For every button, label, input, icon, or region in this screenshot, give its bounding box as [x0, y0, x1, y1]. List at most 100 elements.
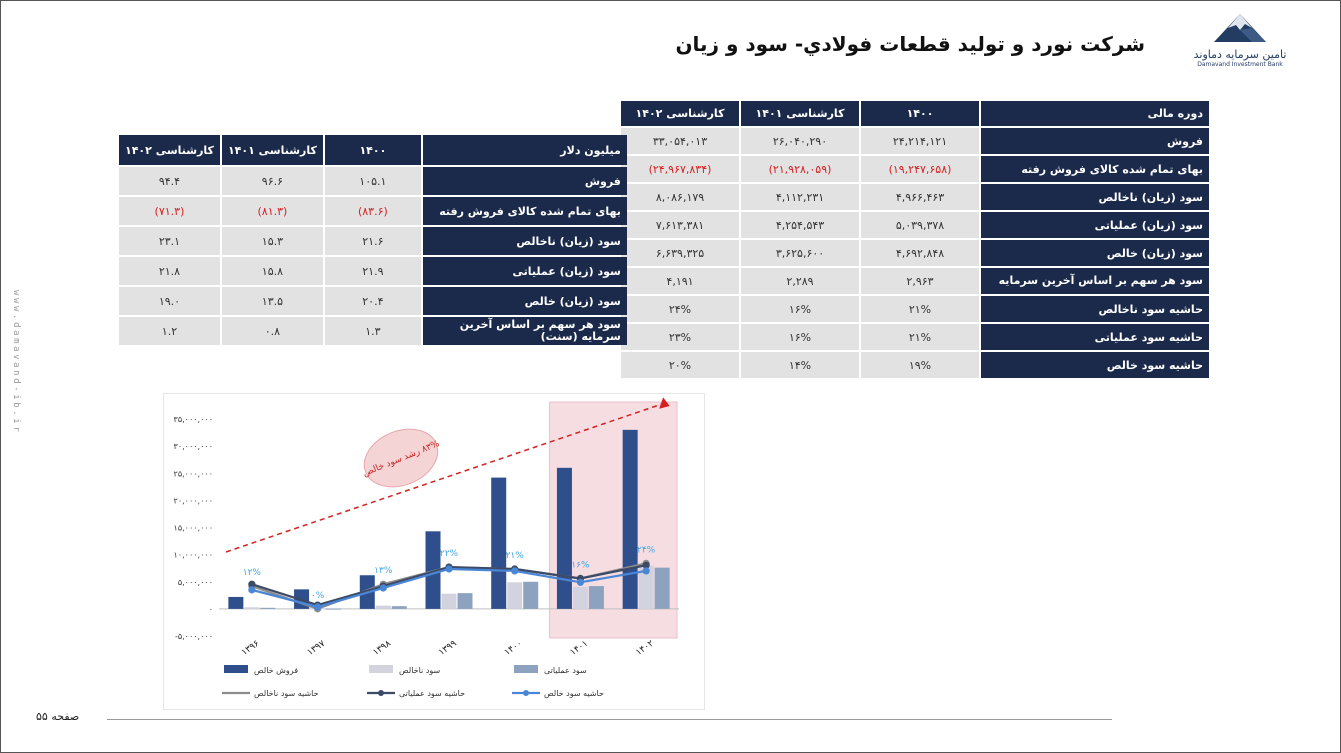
bar-1-2	[375, 605, 391, 609]
table-cell: ۱۹%	[861, 352, 979, 378]
table-cell: ۲۱%	[861, 324, 979, 350]
table-cell: ۱.۳	[324, 317, 421, 345]
table-cell: (۸۱.۳)	[221, 197, 323, 225]
x-tick-label: ۱۴۰۰	[503, 639, 525, 658]
table-header-label: دوره مالی	[981, 101, 1209, 126]
table-cell: ۲۱.۸	[119, 257, 220, 285]
table-row: بهای تمام شده کالای فروش رفته (۱۹,۲۴۷,۶۵۸…	[621, 156, 1209, 182]
table-cell: ۲۳%	[621, 324, 739, 350]
table-cell: ۴,۱۹۱	[621, 268, 739, 294]
x-tick-label: ۱۴۰۱	[568, 639, 590, 658]
table-cell: ۱۶%	[741, 324, 859, 350]
mountain-logo-icon	[1214, 14, 1266, 42]
table-cell: ۶,۶۳۹,۳۲۵	[621, 240, 739, 266]
row-label: فروش	[422, 167, 627, 195]
bar-2-6	[654, 567, 670, 609]
legend-label-4: حاشیه سود عملیاتی	[399, 689, 465, 698]
side-url: www.damavand-ib.ir	[11, 290, 21, 435]
table-cell: ۸,۰۸۶,۱۷۹	[621, 184, 739, 210]
table-cell: ۲۴%	[621, 296, 739, 322]
row-label: سود هر سهم بر اساس آخرین سرمایه	[981, 268, 1209, 294]
y-tick-label: ۲۰,۰۰۰,۰۰۰	[174, 496, 213, 505]
legend-label-0: فروش خالص	[254, 666, 298, 675]
y-tick-label: ۱۰,۰۰۰,۰۰۰	[174, 551, 213, 560]
table-cell: ۲۰%	[621, 352, 739, 378]
row-label: سود (زیان) خالص	[981, 240, 1209, 266]
margin-point-2-3	[445, 565, 453, 573]
legend-label-2: سود عملیاتی	[544, 666, 587, 675]
margin-label: ۲۲%	[440, 549, 459, 559]
table-cell: ۴,۶۹۲,۸۴۸	[861, 240, 979, 266]
table-cell: ۱۵.۳	[221, 227, 323, 255]
row-label: بهای تمام شده کالای فروش رفته	[422, 197, 627, 225]
table-cell: ۱۶%	[741, 296, 859, 322]
bar-0-6	[622, 429, 638, 609]
table-header-cell: کارشناسی ۱۴۰۱	[741, 101, 859, 126]
table-row: حاشیه سود خالص ۱۹% ۱۴% ۲۰%	[621, 352, 1209, 378]
bar-2-3	[457, 593, 473, 609]
trend-arrow-line	[225, 403, 663, 553]
sales-profit-chart: -۵,۰۰۰,۰۰۰ ۰ ۵,۰۰۰,۰۰۰ ۱۰,۰۰۰,۰۰۰ ۱۵,۰۰۰,۰۰۰…	[174, 397, 679, 698]
legend-swatch-2	[514, 665, 538, 673]
table-cell: ۷,۶۱۳,۳۸۱	[621, 212, 739, 238]
row-label: سود (زیان) عملیاتی	[422, 257, 627, 285]
table-cell: ۱.۲	[119, 317, 220, 345]
bar-0-4	[491, 477, 507, 609]
table-cell: ۲۱.۹	[324, 257, 421, 285]
table-cell: ۲۴,۲۱۴,۱۲۱	[861, 128, 979, 154]
table-row: سود (زیان) خالص ۴,۶۹۲,۸۴۸ ۳,۶۲۵,۶۰۰ ۶,۶۳۹,۳…	[621, 240, 1209, 266]
footer-divider	[107, 719, 1112, 720]
margin-point-1-0	[248, 580, 256, 588]
table-row: سود (زیان) عملیاتی ۵,۰۳۹,۳۷۸ ۴,۲۵۴,۵۴۳ ۷,۶۱…	[621, 212, 1209, 238]
bar-1-6	[638, 565, 654, 609]
row-label: حاشیه سود خالص	[981, 352, 1209, 378]
table-cell: (۷۱.۳)	[119, 197, 220, 225]
legend-label-1: سود ناخالص	[399, 666, 441, 675]
bar-0-0	[228, 596, 244, 609]
y-tick-label: ۱۵,۰۰۰,۰۰۰	[174, 524, 213, 533]
table-header-row: میلیون دلار ۱۴۰۰ کارشناسی ۱۴۰۱ کارشناسی ۱۴۰…	[119, 135, 627, 165]
table-cell: ۱۵.۸	[221, 257, 323, 285]
y-tick-label: ۳۵,۰۰۰,۰۰۰	[174, 415, 213, 424]
table-cell: ۳,۶۲۵,۶۰۰	[741, 240, 859, 266]
y-tick-label: -۵,۰۰۰,۰۰۰	[175, 632, 213, 641]
table-row: سود (زیان) عملیاتی ۲۱.۹ ۱۵.۸ ۲۱.۸	[119, 257, 627, 285]
page-title: شرکت نورد و تولید قطعات فولادي- سود و زي…	[675, 32, 1145, 56]
table-cell: ۰.۸	[221, 317, 323, 345]
margin-point-2-1	[313, 603, 322, 611]
table-header-row: دوره مالی ۱۴۰۰ کارشناسی ۱۴۰۱ کارشناسی ۱۴۰۲	[621, 101, 1209, 126]
legend-label-3: حاشیه سود ناخالص	[254, 689, 319, 698]
margin-point-2-0	[248, 586, 256, 594]
legend-label-5: حاشیه سود خالص	[544, 689, 604, 698]
table-cell: ۵,۰۳۹,۳۷۸	[861, 212, 979, 238]
income-statement-usd-table: میلیون دلار ۱۴۰۰ کارشناسی ۱۴۰۱ کارشناسی ۱۴۰…	[117, 133, 629, 347]
annotation-bubble	[363, 428, 439, 488]
table-cell: ۴,۱۱۲,۲۳۱	[741, 184, 859, 210]
bar-1-3	[441, 593, 457, 609]
table-cell: (۲۱,۹۲۸,۰۵۹)	[741, 156, 859, 182]
y-tick-label: ۵,۰۰۰,۰۰۰	[178, 578, 213, 587]
row-label: حاشیه سود عملیاتی	[981, 324, 1209, 350]
table-cell: (۱۹,۲۴۷,۶۵۸)	[861, 156, 979, 182]
y-tick-label: ۲۵,۰۰۰,۰۰۰	[174, 469, 213, 478]
table-cell: ۲۳.۱	[119, 227, 220, 255]
row-label: سود هر سهم بر اساس آخرین سرمایه (سنت)	[422, 317, 627, 345]
bar-2-2	[391, 606, 407, 609]
table-cell: ۲,۲۸۹	[741, 268, 859, 294]
margin-label: ۲۴%	[637, 545, 656, 555]
table-row: سود (زیان) ناخالص ۲۱.۶ ۱۵.۳ ۲۳.۱	[119, 227, 627, 255]
margin-label: ۱۶%	[571, 560, 590, 570]
table-cell: ۲۰.۴	[324, 287, 421, 315]
margin-label: ۲۱%	[506, 551, 525, 561]
margin-label: ۱۳%	[374, 566, 393, 576]
margin-point-2-6	[642, 567, 650, 575]
table-row: سود (زیان) خالص ۲۰.۴ ۱۳.۵ ۱۹.۰	[119, 287, 627, 315]
margin-point-2-2	[379, 584, 387, 592]
table-header-label: میلیون دلار	[422, 135, 627, 165]
row-label: سود (زیان) ناخالص	[981, 184, 1209, 210]
table-row: فروش ۱۰۵.۱ ۹۶.۶ ۹۴.۴	[119, 167, 627, 195]
table-cell: ۱۰۵.۱	[324, 167, 421, 195]
bar-2-1	[326, 608, 342, 610]
x-tick-label: ۱۴۰۲	[634, 639, 656, 658]
income-statement-rial-table: دوره مالی ۱۴۰۰ کارشناسی ۱۴۰۱ کارشناسی ۱۴۰۲ ف…	[619, 99, 1211, 380]
